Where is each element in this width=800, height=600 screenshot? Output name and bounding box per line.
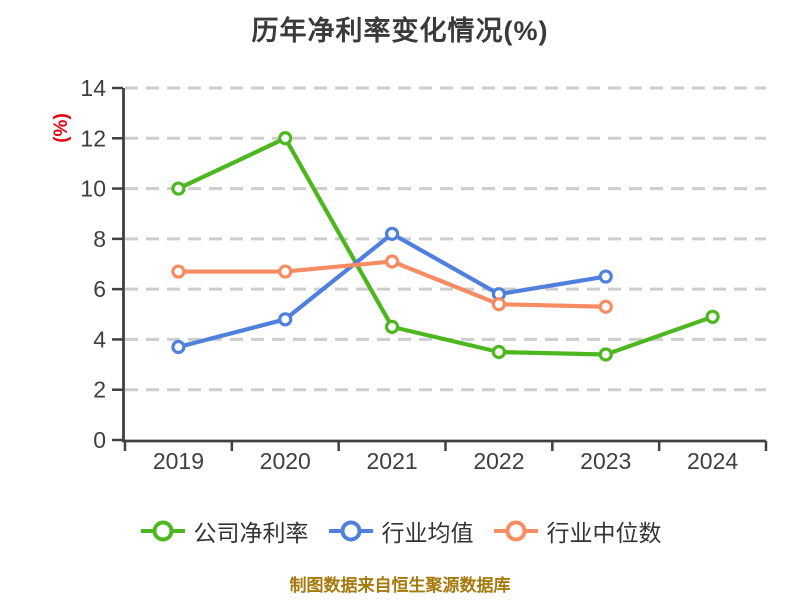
data-point [384,254,400,269]
y-tick-label: 8 [93,226,106,252]
data-point [384,226,400,241]
legend: 公司净利率 行业均值 行业中位数 [0,514,800,548]
legend-line-circle-icon [140,520,185,542]
legend-label: 行业中位数 [546,520,662,546]
data-point [598,299,613,314]
legend-item[interactable]: 公司净利率 [139,514,309,548]
y-tick-label: 10 [80,176,106,202]
data-point [598,347,613,362]
y-tick-label: 14 [80,75,106,101]
data-point [278,312,293,327]
y-tick-label: 4 [93,326,106,352]
data-point [491,297,507,312]
legend-line-circle-icon [328,520,373,542]
y-tick-label: 12 [80,125,106,151]
data-point [598,269,613,284]
y-tick-label: 0 [93,427,106,453]
data-point [705,309,720,324]
data-source-note: 制图数据来自恒生聚源数据库 [289,576,511,595]
x-tick-label: 2020 [260,448,311,474]
legend-label: 行业均值 [381,520,474,546]
y-tick-label: 2 [93,377,106,403]
x-tick-label: 2024 [687,448,738,474]
data-point [171,339,186,355]
plot-area: 0 2 4 6 8 10 12 14 2019 2020 2021 2022 2023 2024 [80,75,768,474]
chart-title: 历年净利率变化情况(%) [251,16,549,46]
x-tick-label: 2021 [366,448,417,474]
data-point [491,344,507,360]
legend-line-circle-icon [493,520,538,542]
data-point [171,264,186,279]
data-point [384,319,400,334]
x-tick-label: 2019 [153,448,204,474]
y-tick-label: 6 [93,276,106,302]
series-line-0 [176,136,715,357]
legend-item[interactable]: 行业均值 [327,514,474,548]
data-point [171,181,186,196]
data-point [278,264,293,279]
x-tick-label: 2023 [580,448,631,474]
x-tick-label: 2022 [473,448,524,474]
legend-label: 公司净利率 [193,520,309,546]
legend-item[interactable]: 行业中位数 [492,514,662,548]
data-point [278,131,293,146]
